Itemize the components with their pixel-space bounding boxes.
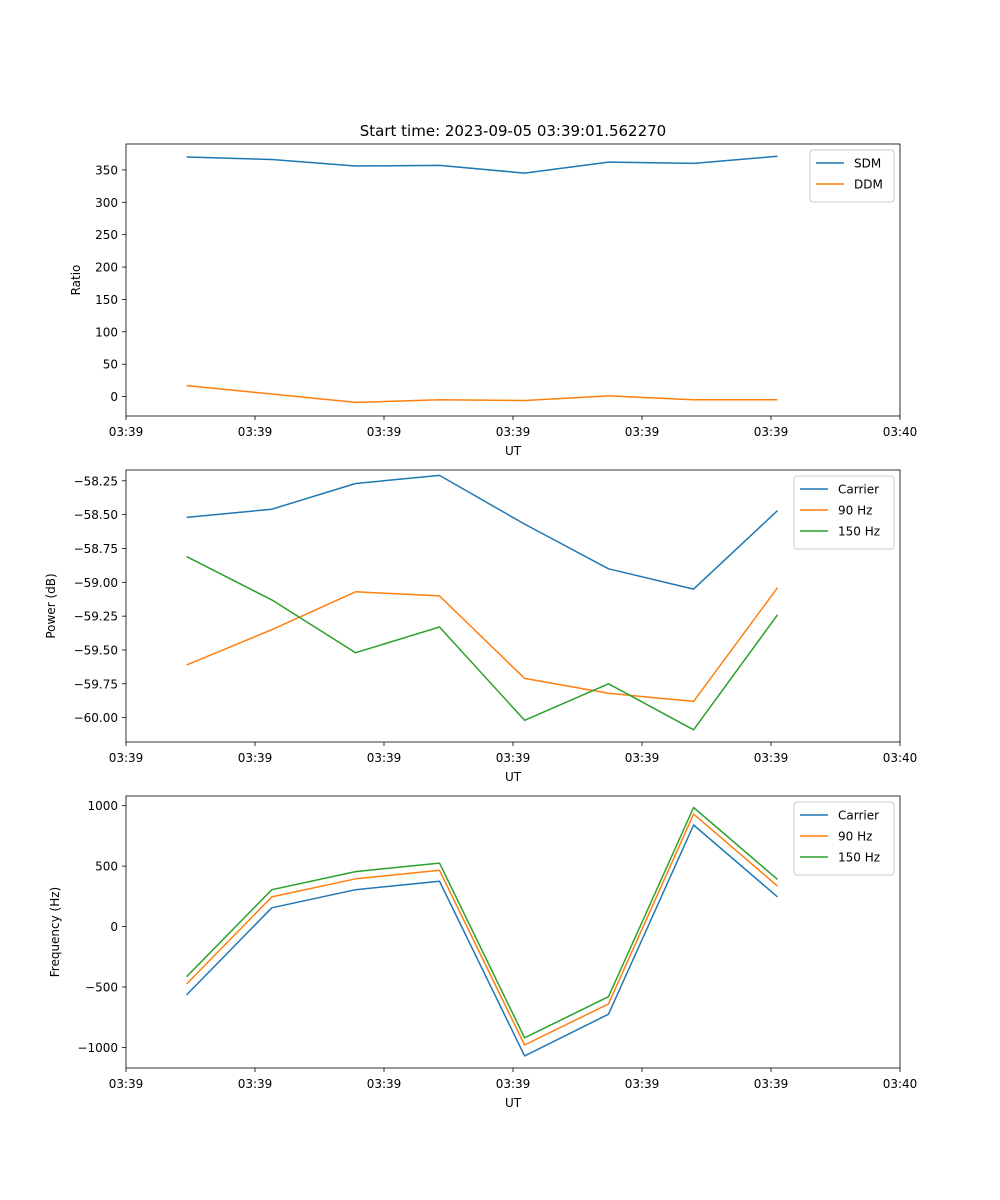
x-tick-label: 03:39 — [238, 751, 273, 765]
legend-label-carrier: Carrier — [838, 483, 879, 497]
y-tick-label: 100 — [95, 325, 118, 339]
y-tick-label: −60.00 — [74, 711, 118, 725]
legend-label-sdm: SDM — [854, 157, 881, 171]
y-tick-label: −59.00 — [74, 576, 118, 590]
x-tick-label: 03:39 — [367, 751, 402, 765]
x-axis-label: UT — [505, 444, 522, 458]
x-tick-label: 03:39 — [496, 425, 531, 439]
x-tick-label: 03:39 — [238, 425, 273, 439]
series-line-ddm — [186, 384, 778, 404]
series-line-90-hz — [186, 813, 778, 1046]
y-tick-label: −1000 — [77, 1041, 118, 1055]
x-tick-label: 03:39 — [109, 1077, 144, 1091]
chart-panel-2: 03:39 03:39 03:39 03:39 03:39 03:39 03:40 −58.2… — [44, 469, 918, 784]
x-tick-label: 03:39 — [625, 1077, 660, 1091]
x-tick-label: 03:39 — [238, 1077, 273, 1091]
legend: Carrier 90 Hz 150 Hz — [793, 801, 895, 876]
y-tick-label: 300 — [95, 196, 118, 210]
y-tick-label: 1000 — [87, 799, 118, 813]
charts-container: 03:39 03:39 03:39 03:39 03:39 03:39 03:40 0 50 10… — [44, 143, 918, 1110]
y-tick-label: −500 — [85, 981, 118, 995]
x-axis-label: UT — [505, 1096, 522, 1110]
x-tick-label: 03:40 — [883, 1077, 918, 1091]
y-tick-label: −58.75 — [74, 542, 118, 556]
y-tick-label: 200 — [95, 261, 118, 275]
y-tick-label: 500 — [95, 860, 118, 874]
x-tick-label: 03:39 — [496, 751, 531, 765]
series-line-sdm — [186, 155, 778, 174]
x-tick-label: 03:39 — [496, 1077, 531, 1091]
legend: SDM DDM — [809, 149, 895, 203]
x-tick-label: 03:39 — [367, 425, 402, 439]
x-axis-label: UT — [505, 770, 522, 784]
x-tick-label: 03:40 — [883, 751, 918, 765]
y-tick-label: 250 — [95, 228, 118, 242]
y-tick-label: −59.75 — [74, 677, 118, 691]
y-tick-label: −59.25 — [74, 610, 118, 624]
y-axis-label: Power (dB) — [44, 573, 58, 638]
legend-label-ddm: DDM — [854, 178, 883, 192]
x-tick-label: 03:40 — [883, 425, 918, 439]
legend-label-90-hz: 90 Hz — [838, 830, 872, 844]
x-tick-label: 03:39 — [625, 751, 660, 765]
y-tick-label: −58.50 — [74, 508, 118, 522]
x-tick-label: 03:39 — [754, 1077, 789, 1091]
y-axis-label: Ratio — [69, 265, 83, 296]
series-line-carrier — [186, 824, 778, 1057]
x-tick-label: 03:39 — [367, 1077, 402, 1091]
series-line-carrier — [186, 474, 779, 590]
series-line-150-hz — [186, 555, 779, 731]
y-tick-label: 150 — [95, 293, 118, 307]
legend-label-150-hz: 150 Hz — [838, 525, 880, 539]
x-tick-label: 03:39 — [754, 751, 789, 765]
x-tick-label: 03:39 — [754, 425, 789, 439]
y-tick-label: 0 — [110, 920, 118, 934]
chart-panel-3: 03:39 03:39 03:39 03:39 03:39 03:39 03:40 1000 5… — [48, 795, 918, 1110]
x-tick-label: 03:39 — [109, 751, 144, 765]
y-tick-label: 350 — [95, 163, 118, 177]
series-line-150-hz — [186, 806, 778, 1039]
y-tick-label: 50 — [103, 358, 118, 372]
x-tick-label: 03:39 — [625, 425, 660, 439]
figure-title: Start time: 2023-09-05 03:39:01.562270 — [360, 122, 666, 140]
y-axis-label: Frequency (Hz) — [48, 887, 62, 978]
x-tick-label: 03:39 — [109, 425, 144, 439]
legend-label-150-hz: 150 Hz — [838, 851, 880, 865]
legend: Carrier 90 Hz 150 Hz — [793, 475, 895, 550]
chart-panel-1: 03:39 03:39 03:39 03:39 03:39 03:39 03:40 0 50 10… — [69, 143, 918, 458]
y-tick-label: −58.25 — [74, 474, 118, 488]
legend-label-90-hz: 90 Hz — [838, 504, 872, 518]
y-tick-label: 0 — [110, 390, 118, 404]
y-tick-label: −59.50 — [74, 643, 118, 657]
series-line-90-hz — [186, 587, 779, 703]
legend-label-carrier: Carrier — [838, 809, 879, 823]
legend-box — [809, 149, 895, 203]
